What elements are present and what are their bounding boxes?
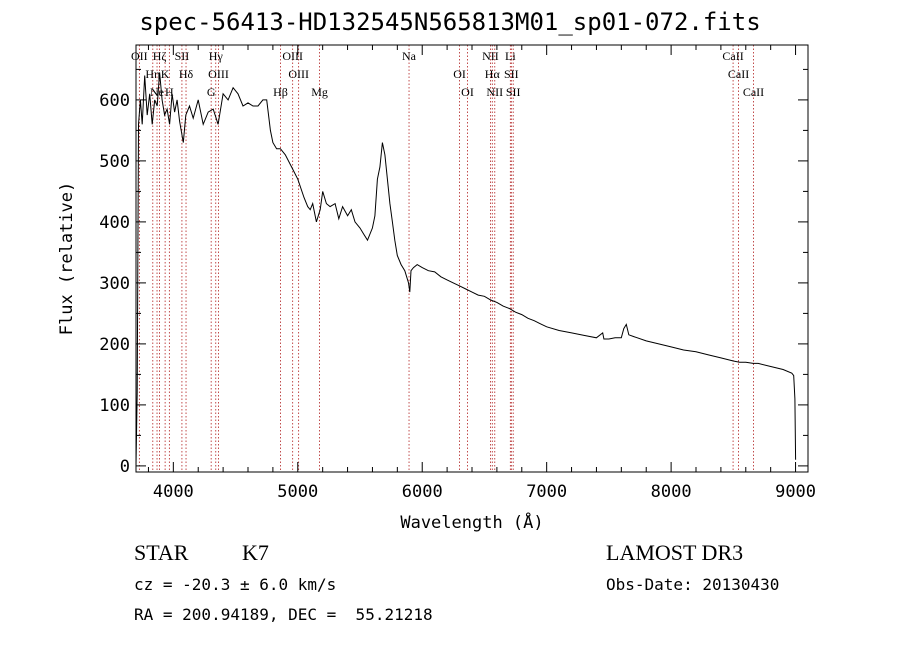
- object-class: STAR: [134, 540, 189, 565]
- line-label: CaII: [728, 67, 749, 81]
- line-label: OIII: [208, 67, 229, 81]
- line-label: SII: [504, 67, 519, 81]
- line-label: Hδ: [179, 67, 194, 81]
- line-label: CaII: [743, 85, 764, 99]
- line-label: OIII: [282, 49, 303, 63]
- plot-frame: [135, 44, 809, 473]
- y-axis-ticks: 0 100 200 300 400 500 600: [99, 68, 808, 477]
- x-tick-label: 9000: [775, 482, 816, 502]
- observation-date: Obs-Date: 20130430: [606, 575, 780, 594]
- line-label: CaII: [722, 49, 743, 63]
- x-axis-label: Wavelength (Å): [400, 511, 543, 533]
- y-tick-label: 500: [99, 152, 130, 172]
- redshift-cz: cz = -20.3 ± 6.0 km/s: [134, 575, 337, 594]
- x-tick-label: 8000: [651, 482, 692, 502]
- x-tick-label: 7000: [526, 482, 567, 502]
- line-label: Li: [505, 49, 516, 63]
- line-label: Na: [402, 49, 417, 63]
- line-label: Hγ: [209, 49, 224, 63]
- line-label: NII: [486, 85, 503, 99]
- line-label: Hα: [485, 67, 501, 81]
- x-tick-label: 4000: [153, 482, 194, 502]
- line-label: NII: [482, 49, 499, 63]
- line-label: OI: [461, 85, 474, 99]
- emission-line-labels: OIIHηNeHζKHSIIHδGHγOIIIHβOIIIOIIIMgNaOIO…: [131, 49, 764, 99]
- coordinates: RA = 200.94189, DEC = 55.21218: [134, 605, 433, 624]
- y-tick-label: 600: [99, 91, 130, 111]
- line-label: SII: [506, 85, 521, 99]
- line-label: G: [207, 85, 216, 99]
- y-tick-label: 100: [99, 396, 130, 416]
- line-label: Mg: [311, 85, 328, 99]
- line-label: Ne: [150, 85, 164, 99]
- y-tick-label: 300: [99, 274, 130, 294]
- x-tick-label: 6000: [402, 482, 443, 502]
- line-label: K: [161, 67, 170, 81]
- x-tick-label: 5000: [277, 482, 318, 502]
- line-label: SII: [175, 49, 190, 63]
- y-tick-label: 400: [99, 213, 130, 233]
- emission-line-markers: [138, 45, 754, 472]
- line-label: OIII: [288, 67, 309, 81]
- line-label: Hη: [145, 67, 160, 81]
- spectrum-line: [135, 72, 797, 466]
- line-label: OI: [453, 67, 466, 81]
- line-label: OII: [131, 49, 148, 63]
- survey-name: LAMOST DR3: [606, 540, 744, 565]
- line-label: Hζ: [153, 49, 167, 63]
- y-axis-label: Flux (relative): [57, 182, 77, 336]
- chart-title: spec-56413-HD132545N565813M01_sp01-072.f…: [139, 8, 761, 36]
- y-tick-label: 200: [99, 335, 130, 355]
- line-label: H: [165, 85, 174, 99]
- line-label: Hβ: [273, 85, 288, 99]
- y-tick-label: 0: [120, 457, 130, 477]
- object-subclass: K7: [242, 540, 269, 565]
- x-axis-ticks: 4000 5000 6000 7000 8000 9000: [147, 45, 816, 502]
